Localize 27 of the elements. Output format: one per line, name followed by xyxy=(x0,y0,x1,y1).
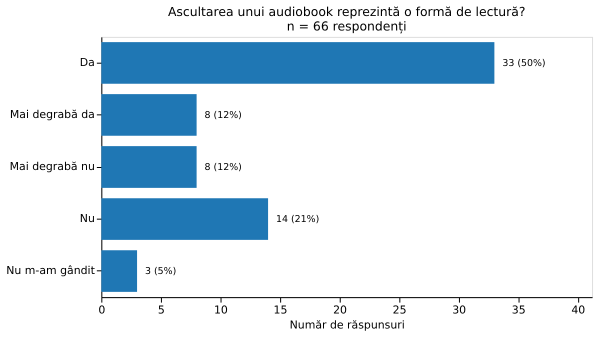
y-tick-label: Mai degrabă da xyxy=(10,108,95,121)
y-tick-label: Nu m-am gândit xyxy=(6,264,96,278)
bar xyxy=(101,42,494,84)
bar xyxy=(101,146,197,188)
y-tick-label: Da xyxy=(80,56,95,69)
y-tick-label: Nu xyxy=(80,212,95,226)
data-label: 8 (12%) xyxy=(204,162,242,173)
x-tick-label: 25 xyxy=(392,304,407,317)
data-label: 33 (50%) xyxy=(502,58,546,69)
x-tick-label: 10 xyxy=(214,304,228,317)
data-label: 8 (12%) xyxy=(204,110,242,121)
y-tick-label: Mai degrabă nu xyxy=(10,160,95,173)
chart-title: Ascultarea unui audiobook reprezintă o formă de lectură? xyxy=(168,4,526,20)
bar xyxy=(101,94,197,136)
x-tick-label: 35 xyxy=(512,304,526,317)
x-tick-label: 15 xyxy=(274,304,288,317)
x-tick-label: 20 xyxy=(333,304,348,317)
x-tick-label: 30 xyxy=(452,304,466,317)
x-tick-label: 40 xyxy=(571,304,586,317)
data-label: 14 (21%) xyxy=(276,214,320,226)
x-axis-title: Număr de răspunsuri xyxy=(290,318,405,332)
data-label: 3 (5%) xyxy=(145,266,176,278)
chart-subtitle: n = 66 respondenți xyxy=(286,18,407,34)
bar xyxy=(101,198,268,240)
x-tick-label: 5 xyxy=(158,304,165,317)
x-tick-label: 0 xyxy=(98,304,106,317)
bar xyxy=(101,250,138,292)
